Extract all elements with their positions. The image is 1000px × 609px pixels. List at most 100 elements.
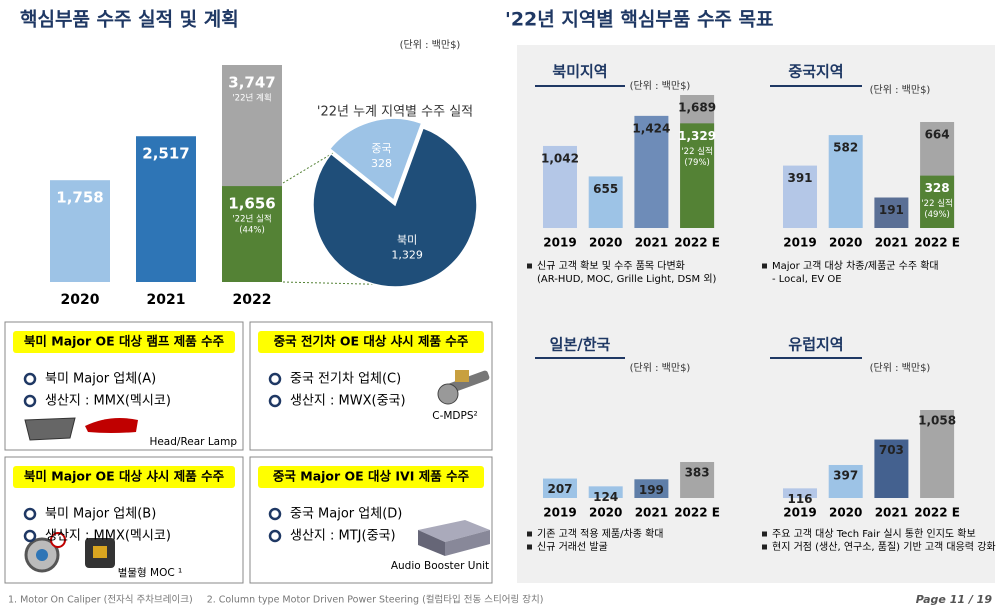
bullet xyxy=(23,394,37,408)
value-note: (49%) xyxy=(924,210,950,220)
value-label: 2,517 xyxy=(142,145,189,163)
bar xyxy=(828,135,863,228)
box-title: 북미 Major OE 대상 램프 제품 수주 xyxy=(24,334,225,349)
bar xyxy=(920,175,955,228)
bullet xyxy=(23,529,37,543)
bar xyxy=(543,145,577,228)
box xyxy=(4,456,244,584)
bar xyxy=(543,478,577,498)
caption: 별물형 MOC ¹ xyxy=(118,567,183,579)
x-tick-label: 2019 xyxy=(543,506,576,520)
slice-value: 1,329 xyxy=(391,248,423,261)
x-tick-label: 2021 xyxy=(635,236,668,250)
value-label: 664 xyxy=(925,128,950,142)
pie-title: '22년 누계 지역별 수주 실적 xyxy=(317,105,473,120)
x-tick-label: 2021 xyxy=(875,236,908,250)
footnote: 1. Motor On Caliper (전자식 주차브레이크) xyxy=(8,594,193,606)
value-label: 391 xyxy=(787,171,812,185)
value-label: 207 xyxy=(547,482,572,496)
moc-image xyxy=(24,532,115,573)
box-item: 북미 Major 업체(B) xyxy=(45,507,156,522)
x-tick-label: 2020 xyxy=(61,292,100,308)
x-tick-label: 2019 xyxy=(783,506,816,520)
value-note: '22 실적 xyxy=(681,146,713,157)
note: - Local, EV OE xyxy=(772,274,842,285)
box-title-bg xyxy=(13,466,235,488)
value-label: 582 xyxy=(833,141,858,155)
bullet xyxy=(527,544,532,550)
value-label: 328 xyxy=(925,181,950,195)
bar xyxy=(588,176,623,228)
bullet xyxy=(762,263,767,269)
box-item: 북미 Major 업체(A) xyxy=(45,372,156,387)
value-note: (79%) xyxy=(684,158,710,168)
x-tick-label: 2022 E xyxy=(914,236,960,250)
value-label: 1,058 xyxy=(918,414,956,428)
caption: C-MDPS² xyxy=(432,410,477,422)
x-tick-label: 2020 xyxy=(829,236,862,250)
value-label: 397 xyxy=(833,468,858,482)
value-label: 1,656 xyxy=(228,195,275,213)
box-title: 북미 Major OE 대상 샤시 제품 수주 xyxy=(24,469,225,484)
x-tick-label: 2020 xyxy=(589,236,622,250)
bullet xyxy=(268,507,282,521)
mdps-image xyxy=(437,370,490,405)
bar xyxy=(874,439,909,498)
bullet xyxy=(268,529,282,543)
bullet xyxy=(23,507,37,521)
bullet xyxy=(762,531,767,537)
bar xyxy=(680,123,715,228)
unit: (단위 : 백만$) xyxy=(870,83,931,96)
lamp-images xyxy=(24,417,138,441)
bar xyxy=(680,462,715,498)
chart-title: 핵심부품 수주 실적 및 계획 xyxy=(20,9,239,31)
box-item: 생산지 : MMX(멕시코) xyxy=(45,394,171,409)
x-tick-label: 2021 xyxy=(875,506,908,520)
slice-value: 328 xyxy=(371,157,392,170)
x-tick-label: 2020 xyxy=(829,506,862,520)
page-number: Page 11 / 19 xyxy=(916,593,993,606)
bar xyxy=(920,410,955,498)
bullet xyxy=(268,394,282,408)
box xyxy=(249,456,493,584)
box-item: 중국 Major 업체(D) xyxy=(290,507,402,522)
value-label: 124 xyxy=(593,490,618,504)
box-item: 중국 전기차 업체(C) xyxy=(290,372,401,387)
bar xyxy=(874,197,909,228)
x-tick-label: 2019 xyxy=(783,236,816,250)
bar xyxy=(783,488,817,498)
bar xyxy=(783,165,817,228)
x-tick-label: 2021 xyxy=(147,292,186,308)
bar xyxy=(634,115,669,228)
value-label: 116 xyxy=(787,492,812,506)
bar xyxy=(222,186,282,282)
box xyxy=(249,321,493,451)
box-title: 중국 전기차 OE 대상 샤시 제품 수주 xyxy=(274,334,469,349)
bar xyxy=(136,136,196,282)
box-title: 중국 Major OE 대상 IVI 제품 수주 xyxy=(273,469,470,484)
value-label: 1,758 xyxy=(56,189,103,207)
pie-slice xyxy=(328,117,423,202)
audio-image xyxy=(418,520,490,556)
bullet xyxy=(268,372,282,386)
chart-title: 일본/한국 xyxy=(550,336,611,354)
chart-title: 중국지역 xyxy=(788,63,843,81)
x-tick-label: 2021 xyxy=(635,506,668,520)
note: 현지 거점 (생산, 연구소, 품질) 기반 고객 대응력 강화 xyxy=(772,541,996,553)
caption: Head/Rear Lamp xyxy=(149,436,237,448)
note: 기존 고객 적용 제품/차종 확대 xyxy=(537,528,663,540)
value-label: 3,747 xyxy=(228,74,275,92)
note: 신규 고객 확보 및 수주 품목 다변화 xyxy=(537,260,685,272)
unit: (단위 : 백만$) xyxy=(630,361,691,374)
bar xyxy=(50,180,110,282)
unit: (단위 : 백만$) xyxy=(630,79,691,92)
x-tick-label: 2019 xyxy=(543,236,576,250)
box xyxy=(4,321,244,451)
chart-title: 북미지역 xyxy=(552,63,607,81)
bullet xyxy=(527,531,532,537)
x-tick-label: 2022 E xyxy=(674,506,720,520)
value-label: 191 xyxy=(879,203,904,217)
bar xyxy=(634,479,669,498)
unit: (단위 : 백만$) xyxy=(870,361,931,374)
